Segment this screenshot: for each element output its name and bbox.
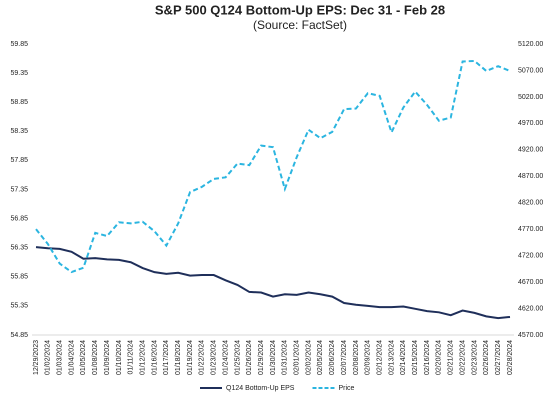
y2-tick-label: 4970.00 <box>518 120 543 127</box>
x-tick-label: 02/01/2024 <box>294 340 301 375</box>
x-tick-label: 12/29/2023 <box>33 340 40 375</box>
y-tick-label: 55.35 <box>10 303 28 310</box>
x-tick-label: 01/09/2024 <box>104 340 111 375</box>
x-tick-label: 01/22/2024 <box>199 340 206 375</box>
x-tick-label: 02/15/2024 <box>412 340 419 375</box>
legend-label: Q124 Bottom-Up EPS <box>226 385 295 392</box>
y-tick-label: 55.85 <box>10 274 28 281</box>
x-tick-label: 01/03/2024 <box>57 340 64 375</box>
chart-title: S&P 500 Q124 Bottom-Up EPS: Dec 31 - Feb… <box>155 2 445 17</box>
x-tick-label: 02/28/2024 <box>507 340 514 375</box>
y-tick-label: 57.85 <box>10 157 28 164</box>
chart-subtitle: (Source: FactSet) <box>253 18 347 32</box>
x-tick-label: 02/23/2024 <box>471 340 478 375</box>
y2-tick-label: 5020.00 <box>518 94 543 101</box>
x-tick-label: 02/09/2024 <box>365 340 372 375</box>
x-tick-label: 02/20/2024 <box>436 340 443 375</box>
x-tick-label: 01/05/2024 <box>80 340 87 375</box>
x-tick-label: 01/04/2024 <box>68 340 75 375</box>
x-tick-label: 01/02/2024 <box>45 340 52 375</box>
x-tick-label: 02/22/2024 <box>459 340 466 375</box>
y2-tick-label: 4720.00 <box>518 252 543 259</box>
y2-tick-label: 4870.00 <box>518 173 543 180</box>
y-tick-label: 56.85 <box>10 215 28 222</box>
y2-tick-label: 4920.00 <box>518 147 543 154</box>
y2-tick-label: 5120.00 <box>518 41 543 48</box>
y-tick-label: 58.85 <box>10 99 28 106</box>
x-tick-label: 01/19/2024 <box>187 340 194 375</box>
x-tick-label: 01/16/2024 <box>151 340 158 375</box>
x-tick-label: 01/11/2024 <box>128 340 135 375</box>
y2-tick-label: 4620.00 <box>518 305 543 312</box>
x-tick-label: 02/06/2024 <box>329 340 336 375</box>
x-tick-label: 02/08/2024 <box>353 340 360 375</box>
x-tick-label: 01/23/2024 <box>211 340 218 375</box>
y-tick-label: 54.85 <box>10 332 28 339</box>
x-tick-label: 02/02/2024 <box>305 340 312 375</box>
x-tick-label: 01/30/2024 <box>270 340 277 375</box>
x-tick-label: 02/26/2024 <box>483 340 490 375</box>
y2-tick-label: 5070.00 <box>518 67 543 74</box>
y-tick-label: 59.85 <box>10 41 28 48</box>
y2-tick-label: 4770.00 <box>518 226 543 233</box>
x-tick-label: 01/10/2024 <box>116 340 123 375</box>
x-tick-label: 01/08/2024 <box>92 340 99 375</box>
x-tick-label: 02/12/2024 <box>376 340 383 375</box>
y-tick-label: 56.35 <box>10 245 28 252</box>
y2-tick-label: 4570.00 <box>518 332 543 339</box>
x-tick-label: 02/27/2024 <box>495 340 502 375</box>
series-line <box>35 59 511 274</box>
x-tick-label: 01/25/2024 <box>234 340 241 375</box>
legend-label: Price <box>338 385 354 392</box>
x-tick-label: 02/07/2024 <box>341 340 348 375</box>
x-tick-label: 01/29/2024 <box>258 340 265 375</box>
x-tick-label: 02/21/2024 <box>448 340 455 375</box>
y2-tick-label: 4670.00 <box>518 279 543 286</box>
y-tick-label: 57.35 <box>10 186 28 193</box>
y2-tick-label: 4820.00 <box>518 200 543 207</box>
series-line <box>35 246 511 320</box>
x-tick-label: 01/26/2024 <box>246 340 253 375</box>
x-tick-label: 02/13/2024 <box>388 340 395 375</box>
x-tick-label: 01/12/2024 <box>139 340 146 375</box>
x-tick-label: 01/24/2024 <box>222 340 229 375</box>
x-tick-label: 02/14/2024 <box>400 340 407 375</box>
x-tick-label: 01/31/2024 <box>282 340 289 375</box>
y-tick-label: 59.35 <box>10 70 28 77</box>
x-tick-label: 01/18/2024 <box>175 340 182 375</box>
x-tick-label: 02/05/2024 <box>317 340 324 375</box>
y-tick-label: 58.35 <box>10 128 28 135</box>
x-tick-label: 02/16/2024 <box>424 340 431 375</box>
x-tick-label: 01/17/2024 <box>163 340 170 375</box>
